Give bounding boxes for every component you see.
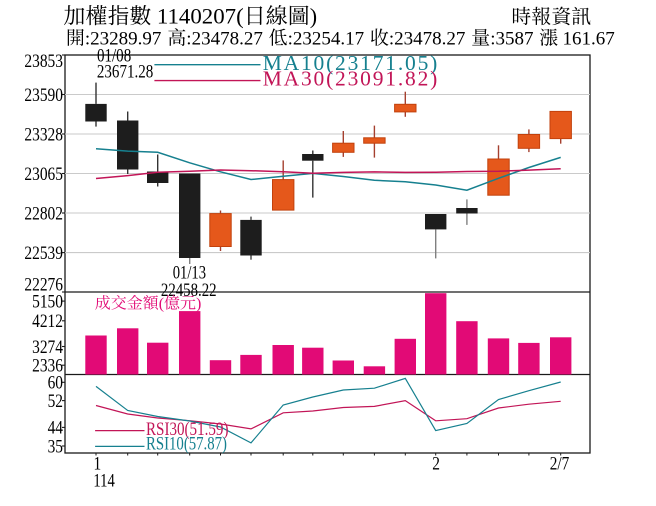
svg-text:23671.28: 23671.28	[97, 61, 153, 82]
svg-text:2: 2	[432, 453, 440, 474]
svg-text::3587: :3587	[490, 28, 533, 49]
svg-text:MA30(23091.82): MA30(23091.82)	[263, 67, 438, 91]
svg-text:2/7: 2/7	[550, 453, 570, 474]
svg-text:23590: 23590	[24, 85, 63, 106]
svg-text:3274: 3274	[32, 337, 63, 358]
svg-text:RSI10(57.87): RSI10(57.87)	[146, 434, 227, 455]
svg-text:114: 114	[93, 470, 115, 491]
svg-text:01/08: 01/08	[97, 46, 131, 67]
svg-text:161.67: 161.67	[563, 28, 615, 49]
svg-text:): )	[196, 296, 201, 313]
svg-text:5150: 5150	[32, 291, 63, 312]
svg-text::23254.17: :23254.17	[288, 28, 365, 49]
svg-text:2336: 2336	[32, 356, 63, 377]
svg-text:4212: 4212	[32, 311, 63, 332]
svg-text:52: 52	[48, 391, 63, 412]
svg-text:23853: 23853	[24, 51, 63, 72]
svg-text::23478.27: :23478.27	[186, 28, 263, 49]
svg-text:22276: 22276	[24, 274, 63, 295]
svg-text:1140207(: 1140207(	[157, 4, 244, 29]
svg-text:22802: 22802	[24, 203, 63, 224]
svg-text:01/13: 01/13	[173, 263, 206, 284]
svg-text:44: 44	[48, 418, 64, 439]
svg-text:60: 60	[48, 373, 63, 394]
svg-text:23065: 23065	[24, 164, 63, 185]
svg-text:(: (	[159, 296, 164, 313]
svg-text::23289.97: :23289.97	[85, 28, 162, 49]
svg-text:MA10(23171.05): MA10(23171.05)	[263, 51, 438, 75]
svg-text:RSI30(51.59): RSI30(51.59)	[146, 419, 229, 440]
svg-text:22458.22: 22458.22	[161, 280, 217, 301]
svg-text::23478.27: :23478.27	[389, 28, 466, 49]
svg-text:22539: 22539	[24, 243, 63, 264]
svg-text:): )	[310, 4, 317, 29]
svg-text:23328: 23328	[24, 124, 63, 145]
svg-text:35: 35	[48, 436, 63, 457]
svg-text:1: 1	[94, 453, 102, 474]
